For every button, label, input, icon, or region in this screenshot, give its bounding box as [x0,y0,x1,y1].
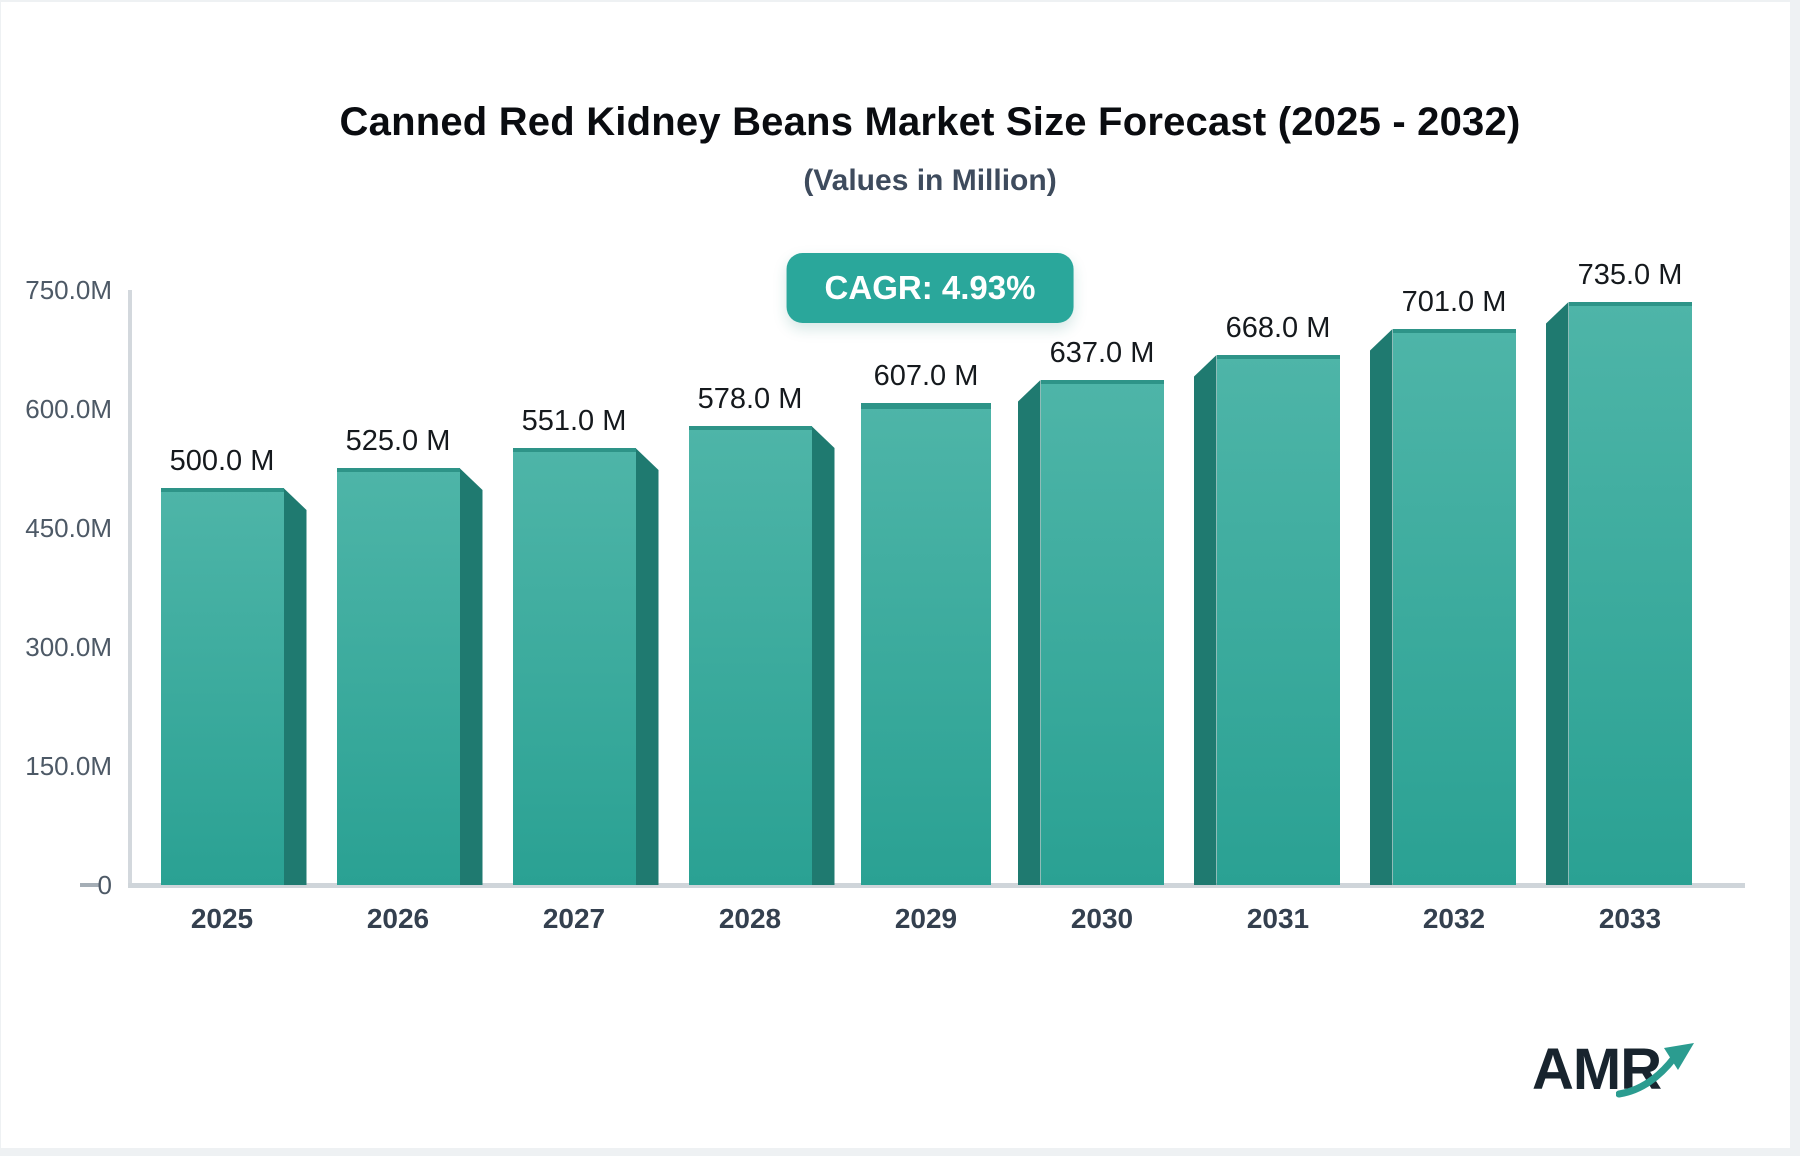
bar-face [1040,380,1164,885]
bar-3d-side [811,426,835,885]
bar-value-label: 668.0 M [1225,312,1331,344]
y-axis-tick-label: 0 [97,870,112,900]
bar-top-edge [1392,329,1516,333]
y-axis-tick-label: 450.0M [25,513,112,543]
cagr-badge: CAGR: 4.93% [786,253,1074,323]
bar-value-label: 500.0 M [169,445,275,477]
bar-value-label: 607.0 M [873,360,979,392]
bar-value-label: 551.0 M [521,405,627,437]
bar-3d-side [1017,380,1041,885]
x-axis-line [128,883,1745,888]
bar-face [1216,355,1340,885]
y-axis-tick-label: 300.0M [25,632,112,662]
bar-3d-side [1193,355,1217,885]
x-axis-label: 2029 [894,903,958,934]
x-axis-label: 2026 [366,903,430,934]
chart-title: Canned Red Kidney Beans Market Size Fore… [339,100,1521,144]
x-axis-label: 2025 [190,903,254,934]
bar-3d-side [1545,302,1569,885]
x-axis-label: 2030 [1070,903,1134,934]
bar-face [1568,302,1692,885]
bar-top-edge [1216,355,1340,359]
bar-top-edge [1040,380,1164,384]
bar-face [160,488,284,885]
bar-face [512,448,636,885]
bar-3d-side [1369,329,1393,885]
bar-2026 [336,468,483,885]
amr-logo-text: AMR [1532,1037,1662,1102]
x-axis-label: 2031 [1246,903,1310,934]
bar-2030 [1017,380,1164,885]
y-axis-tick-label: 150.0M [25,751,112,781]
amr-logo: AMR [1532,1036,1712,1116]
bar-top-edge [512,448,636,452]
x-axis-label: 2027 [542,903,606,934]
zero-tick-mark [80,883,100,887]
bar-top-edge [1568,302,1692,306]
bar-2032 [1369,329,1516,885]
bar-top-edge [160,488,284,492]
chart-subtitle: (Values in Million) [803,164,1057,197]
bar-face [1392,329,1516,885]
bar-2033 [1545,302,1692,885]
bar-face [861,403,991,885]
bar-face [336,468,460,885]
bar-top-edge [336,468,460,472]
bar-2027 [512,448,659,885]
y-axis-tick-label: 750.0M [25,275,112,305]
bar-2025 [160,488,307,885]
x-axis-label: 2032 [1422,903,1486,934]
y-axis-line [128,290,132,885]
bar-3d-side [459,468,483,885]
x-axis-label: 2033 [1598,903,1662,934]
bar-2031 [1193,355,1340,885]
bar-3d-side [283,488,307,885]
bar-value-label: 701.0 M [1401,286,1507,318]
bar-face [688,426,812,885]
bar-value-label: 525.0 M [345,425,451,457]
trend-arrow-icon [1616,1043,1694,1098]
bar-2029 [861,403,991,885]
bar-value-label: 637.0 M [1049,337,1155,369]
bar-value-label: 735.0 M [1577,259,1683,291]
bar-value-label: 578.0 M [697,383,803,415]
bar-top-edge [688,426,812,430]
bar-top-edge [861,403,991,409]
bar-2028 [688,426,835,885]
bar-3d-side [635,448,659,885]
x-axis-label: 2028 [718,903,782,934]
y-axis-tick-label: 600.0M [25,394,112,424]
